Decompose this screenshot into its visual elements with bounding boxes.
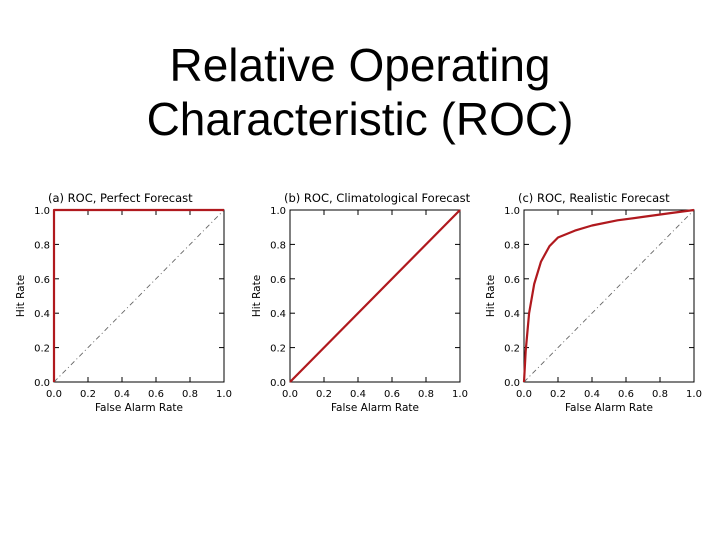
chart-2-y-tick-label: 0.2 bbox=[504, 344, 520, 355]
chart-1-roc-curve-0 bbox=[289, 209, 461, 383]
chart-0-y-tick-label: 0.6 bbox=[34, 275, 50, 286]
chart-0-x-tick-label: 0.0 bbox=[46, 389, 62, 400]
roc-chart-realistic: (c) ROC, Realistic Forecast 0.0 0.2 0.4 0.6 0… bbox=[485, 191, 702, 414]
chart-0-y-tick-label: 0.2 bbox=[34, 344, 50, 355]
slide-title: Relative Operating Characteristic (ROC) bbox=[0, 38, 720, 146]
chart-1-x-tick-label: 0.2 bbox=[316, 389, 332, 400]
chart-0-x-tick-label: 1.0 bbox=[216, 389, 232, 400]
chart-0-y-axis-label: Hit Rate bbox=[15, 275, 27, 317]
chart-1-y-tick-label: 0.4 bbox=[270, 309, 286, 320]
chart-2-roc-curve-0 bbox=[522, 208, 695, 383]
chart-0-x-tick-label: 0.2 bbox=[80, 389, 96, 400]
chart-2-x-tick-label: 0.4 bbox=[584, 389, 600, 400]
chart-1-x-tick-label: 0.4 bbox=[350, 389, 366, 400]
chart-1-y-tick-label: 0.6 bbox=[270, 275, 286, 286]
chart-1-axes-box bbox=[289, 209, 461, 383]
chart-0-title: (a) ROC, Perfect Forecast bbox=[48, 191, 193, 205]
chart-2-x-axis-label: False Alarm Rate bbox=[565, 402, 653, 414]
chart-1-x-tick-label: 1.0 bbox=[452, 389, 468, 400]
chart-2-title: (c) ROC, Realistic Forecast bbox=[518, 191, 670, 205]
chart-0-reference-diagonal bbox=[53, 209, 225, 383]
chart-0-y-tick-label: 1.0 bbox=[34, 206, 50, 217]
chart-2-x-tick-label: 0.8 bbox=[652, 389, 668, 400]
chart-1-x-tick-label: 0.8 bbox=[418, 389, 434, 400]
chart-2-y-axis-label: Hit Rate bbox=[485, 275, 497, 317]
chart-2-x-tick-label: 0.2 bbox=[550, 389, 566, 400]
chart-0-x-tick-label: 0.6 bbox=[148, 389, 164, 400]
chart-1-y-tick-label: 0.0 bbox=[270, 378, 286, 389]
chart-0-x-tick-label: 0.4 bbox=[114, 389, 130, 400]
chart-1-y-axis-label: Hit Rate bbox=[251, 275, 263, 317]
roc-chart-perfect: (a) ROC, Perfect Forecast 0.0 0.2 0.4 0.6 0.8… bbox=[15, 191, 232, 414]
chart-2-y-tick-label: 0.6 bbox=[504, 275, 520, 286]
chart-2-x-tick-label: 1.0 bbox=[686, 389, 702, 400]
chart-1-x-tick-label: 0.6 bbox=[384, 389, 400, 400]
chart-1-x-axis-label: False Alarm Rate bbox=[331, 402, 419, 414]
slide-title-line-1: Relative Operating bbox=[169, 39, 551, 91]
chart-2-y-tick-label: 0.0 bbox=[504, 378, 520, 389]
chart-2-x-tick-label: 0.6 bbox=[618, 389, 634, 400]
chart-2-y-tick-label: 0.8 bbox=[504, 240, 520, 251]
chart-0-x-axis-label: False Alarm Rate bbox=[95, 402, 183, 414]
chart-2-y-tick-label: 1.0 bbox=[504, 206, 520, 217]
chart-1-y-tick-label: 1.0 bbox=[270, 206, 286, 217]
chart-1-y-tick-label: 0.2 bbox=[270, 344, 286, 355]
chart-1-x-tick-label: 0.0 bbox=[282, 389, 298, 400]
chart-2-axes-box bbox=[523, 209, 695, 383]
chart-0-x-tick-label: 0.8 bbox=[182, 389, 198, 400]
chart-2-reference-diagonal bbox=[523, 209, 695, 383]
roc-charts: (a) ROC, Perfect Forecast 0.0 0.2 0.4 0.6 0.8… bbox=[0, 180, 720, 420]
chart-0-y-tick-label: 0.8 bbox=[34, 240, 50, 251]
chart-0-roc-curve-0 bbox=[52, 208, 224, 382]
slide-title-line-2: Characteristic (ROC) bbox=[146, 93, 574, 145]
roc-chart-climatological: (b) ROC, Climatological Forecast 0.0 0.2 0.… bbox=[251, 191, 471, 414]
chart-0-y-tick-label: 0.4 bbox=[34, 309, 50, 320]
chart-1-y-tick-label: 0.8 bbox=[270, 240, 286, 251]
chart-2-x-tick-label: 0.0 bbox=[516, 389, 532, 400]
chart-0-y-tick-label: 0.0 bbox=[34, 378, 50, 389]
chart-2-y-tick-label: 0.4 bbox=[504, 309, 520, 320]
chart-1-title: (b) ROC, Climatological Forecast bbox=[284, 191, 471, 205]
